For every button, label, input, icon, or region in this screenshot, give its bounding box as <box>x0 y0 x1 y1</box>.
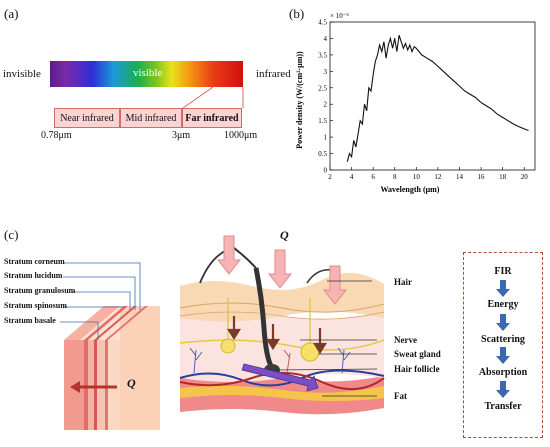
y-tick-label: 3 <box>324 68 328 76</box>
x-tick-label: 4 <box>350 173 354 181</box>
x-tick-label: 20 <box>521 173 529 181</box>
mid-infrared-band: Mid infrared <box>120 108 182 128</box>
plot-frame <box>329 21 536 171</box>
y-tick-label: 2 <box>324 101 328 109</box>
tick-1000um: 1000μm <box>224 130 258 141</box>
layer-stratum-basale: Stratum basale <box>4 316 56 325</box>
y-axis-label: Power density (W/(cm²·μm)) <box>295 51 304 149</box>
x-tick-label: 14 <box>456 173 464 181</box>
skin-cross-section-diagram <box>179 235 385 415</box>
visible-label: visible <box>133 67 163 79</box>
y-tick-label: 3.5 <box>318 51 327 59</box>
y-multiplier: × 10⁻⁵ <box>330 12 349 20</box>
x-tick-label: 12 <box>434 173 442 181</box>
flow-arrows <box>496 280 510 398</box>
label-nerve: Nerve <box>394 335 417 345</box>
x-tick-label: 16 <box>478 173 486 181</box>
y-tick-label: 0 <box>324 167 328 175</box>
flow-fir: FIR <box>494 266 512 277</box>
x-tick-label: 8 <box>393 173 397 181</box>
layer-stratum-spinosum: Stratum spinosum <box>4 301 67 310</box>
series-line <box>346 35 529 162</box>
panel-b-label: (b) <box>289 6 305 21</box>
x-tick-label: 2 <box>328 173 332 181</box>
label-fat: Fat <box>394 391 407 401</box>
flow-energy: Energy <box>487 299 519 310</box>
x-tick-label: 18 <box>499 173 507 181</box>
q-top-label: Q <box>280 228 289 242</box>
fir-process-box <box>463 252 543 438</box>
near-infrared-band: Near infrared <box>54 108 120 128</box>
epidermis-layers-diagram <box>60 262 160 430</box>
panel-a-label: (a) <box>4 6 19 21</box>
flow-scattering: Scattering <box>481 334 525 345</box>
zoom-lines <box>182 86 244 109</box>
panel-c-label: (c) <box>4 227 19 242</box>
label-sweat-gland: Sweat gland <box>394 349 441 359</box>
layer-stratum-granulosum: Stratum granulosum <box>4 286 76 295</box>
tick-0-78um: 0.78μm <box>41 130 72 141</box>
far-infrared-band: Far infrared <box>182 108 242 128</box>
q-left-label: Q <box>127 376 136 390</box>
power-density-chart: 2 4 6 8 10 12 14 16 18 20 0 0.5 1 1.5 2 2.5 3 3.5 4 4.5 Pow… <box>295 12 536 194</box>
label-hair: Hair <box>394 277 412 287</box>
flow-absorption: Absorption <box>478 367 528 378</box>
label-hair-follicle: Hair follicle <box>394 364 440 374</box>
y-tick-label: 1 <box>324 134 328 142</box>
x-axis-label: Wavelength (μm) <box>381 185 440 194</box>
y-tick-label: 4.5 <box>318 19 327 27</box>
visible-spectrum-bar <box>50 61 243 87</box>
y-tick-label: 1.5 <box>318 117 327 125</box>
y-tick-label: 4 <box>324 35 328 43</box>
layer-stratum-corneum: Stratum corneum <box>4 257 65 266</box>
layer-stratum-lucidum: Stratum lucidum <box>4 271 63 280</box>
flow-transfer: Transfer <box>484 401 522 412</box>
tick-3um: 3μm <box>172 130 191 141</box>
y-tick-label: 2.5 <box>318 84 327 92</box>
invisible-label: invisible <box>3 68 41 80</box>
x-tick-label: 10 <box>413 173 421 181</box>
x-tick-label: 6 <box>371 173 375 181</box>
infrared-label: infrared <box>256 68 291 80</box>
y-tick-label: 0.5 <box>318 150 327 158</box>
